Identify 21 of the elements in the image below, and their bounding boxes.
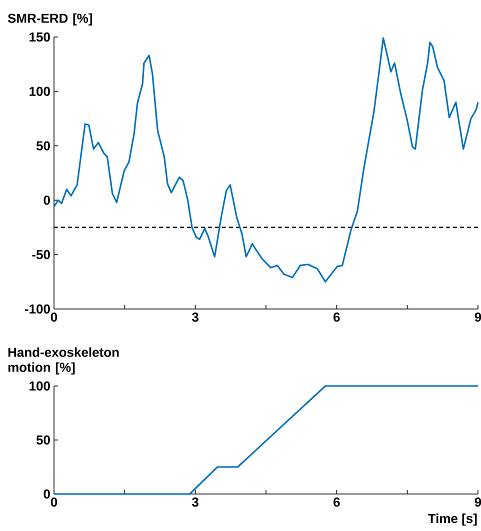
x-tick-label: 9: [474, 312, 481, 322]
y-tick-label: 100: [30, 381, 50, 391]
x-tick-label: 0: [50, 498, 58, 507]
x-tick-label: 6: [334, 312, 340, 322]
x-tick-label: 3: [192, 498, 198, 507]
y-tick-label: 100: [30, 86, 50, 96]
y-tick-label: 0: [44, 489, 50, 499]
x-axis-title: Time [s]: [428, 514, 477, 526]
y-tick-label: -50: [32, 250, 50, 260]
x-tick-label: 9: [474, 498, 481, 507]
y-tick-label: -100: [24, 304, 50, 314]
y-axis-title: Hand-exoskeleton motion [%]: [8, 347, 119, 374]
y-tick-label: 50: [36, 435, 50, 445]
x-tick-label: 3: [192, 312, 198, 322]
y-tick-label: 0: [44, 196, 50, 205]
x-tick-label: 6: [334, 498, 340, 507]
line-series: [53, 37, 479, 283]
x-tick-label: 0: [50, 312, 58, 322]
y-tick-label: 150: [30, 32, 50, 42]
y-tick-label: 50: [36, 141, 50, 150]
y-axis-title: SMR-ERD [%]: [8, 13, 92, 26]
